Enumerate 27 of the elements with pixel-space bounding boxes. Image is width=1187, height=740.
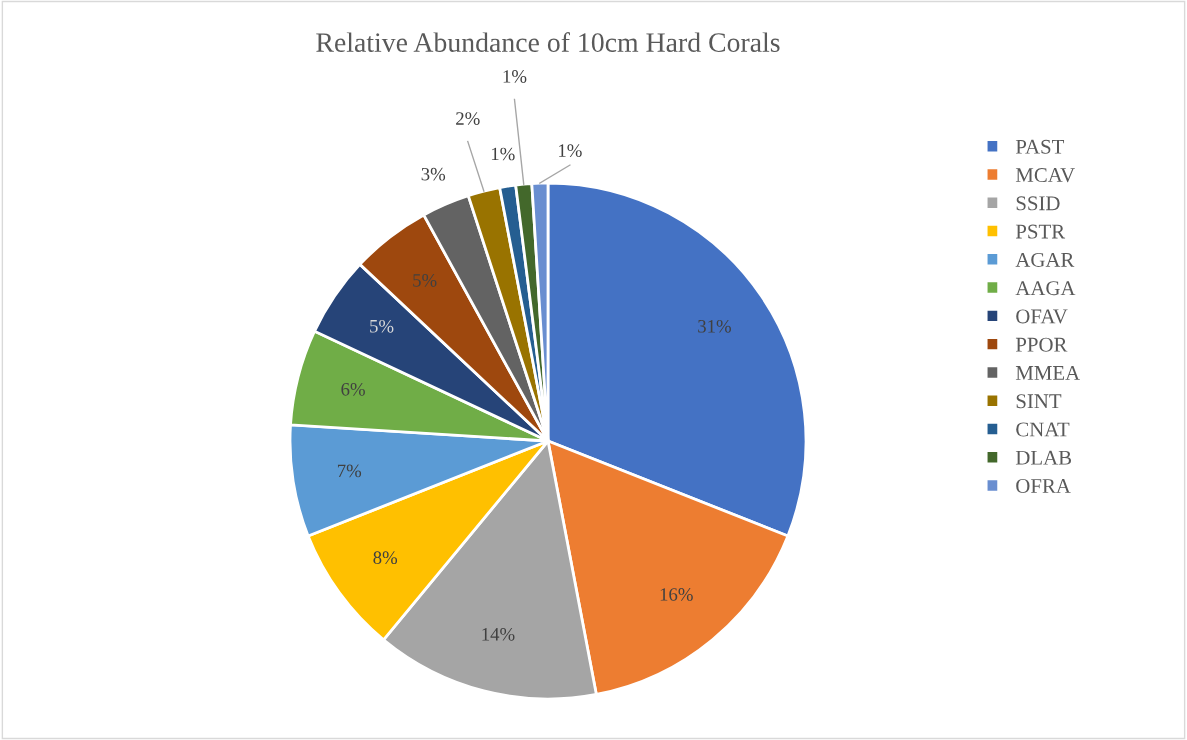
data-label: 1% [503,70,527,83]
data-label: 2% [456,112,480,125]
legend-label: MCAV [1015,168,1075,183]
data-label: 5% [370,319,394,333]
data-label: 6% [341,382,365,396]
data-label: 16% [660,588,693,601]
legend-label: SSID [1016,196,1060,211]
legend-label: OFRA [1016,479,1071,494]
legend-label: PAST [1015,139,1065,154]
data-label: 31% [698,319,731,333]
legend-label: SINT [1016,394,1062,409]
data-label: 14% [482,627,515,641]
legend-label: MMEA [1015,365,1080,380]
chart-title: Relative Abundance of 10cm Hard Corals [316,32,780,52]
data-label: 7% [337,464,362,478]
legend-label: DLAB [1015,450,1072,465]
data-label: 8% [373,551,398,565]
data-label: 1% [559,144,582,157]
legend-label: AGAR [1015,252,1075,267]
data-label: 5% [413,274,437,287]
data-label: 3% [421,167,446,181]
data-label: 1% [491,147,515,161]
legend-label: CNAT [1016,422,1070,437]
legend-label: OFAV [1016,309,1068,324]
legend-label: PPOR [1015,337,1068,352]
legend-label: PSTR [1015,224,1066,239]
legend-label: AAGA [1015,281,1076,296]
